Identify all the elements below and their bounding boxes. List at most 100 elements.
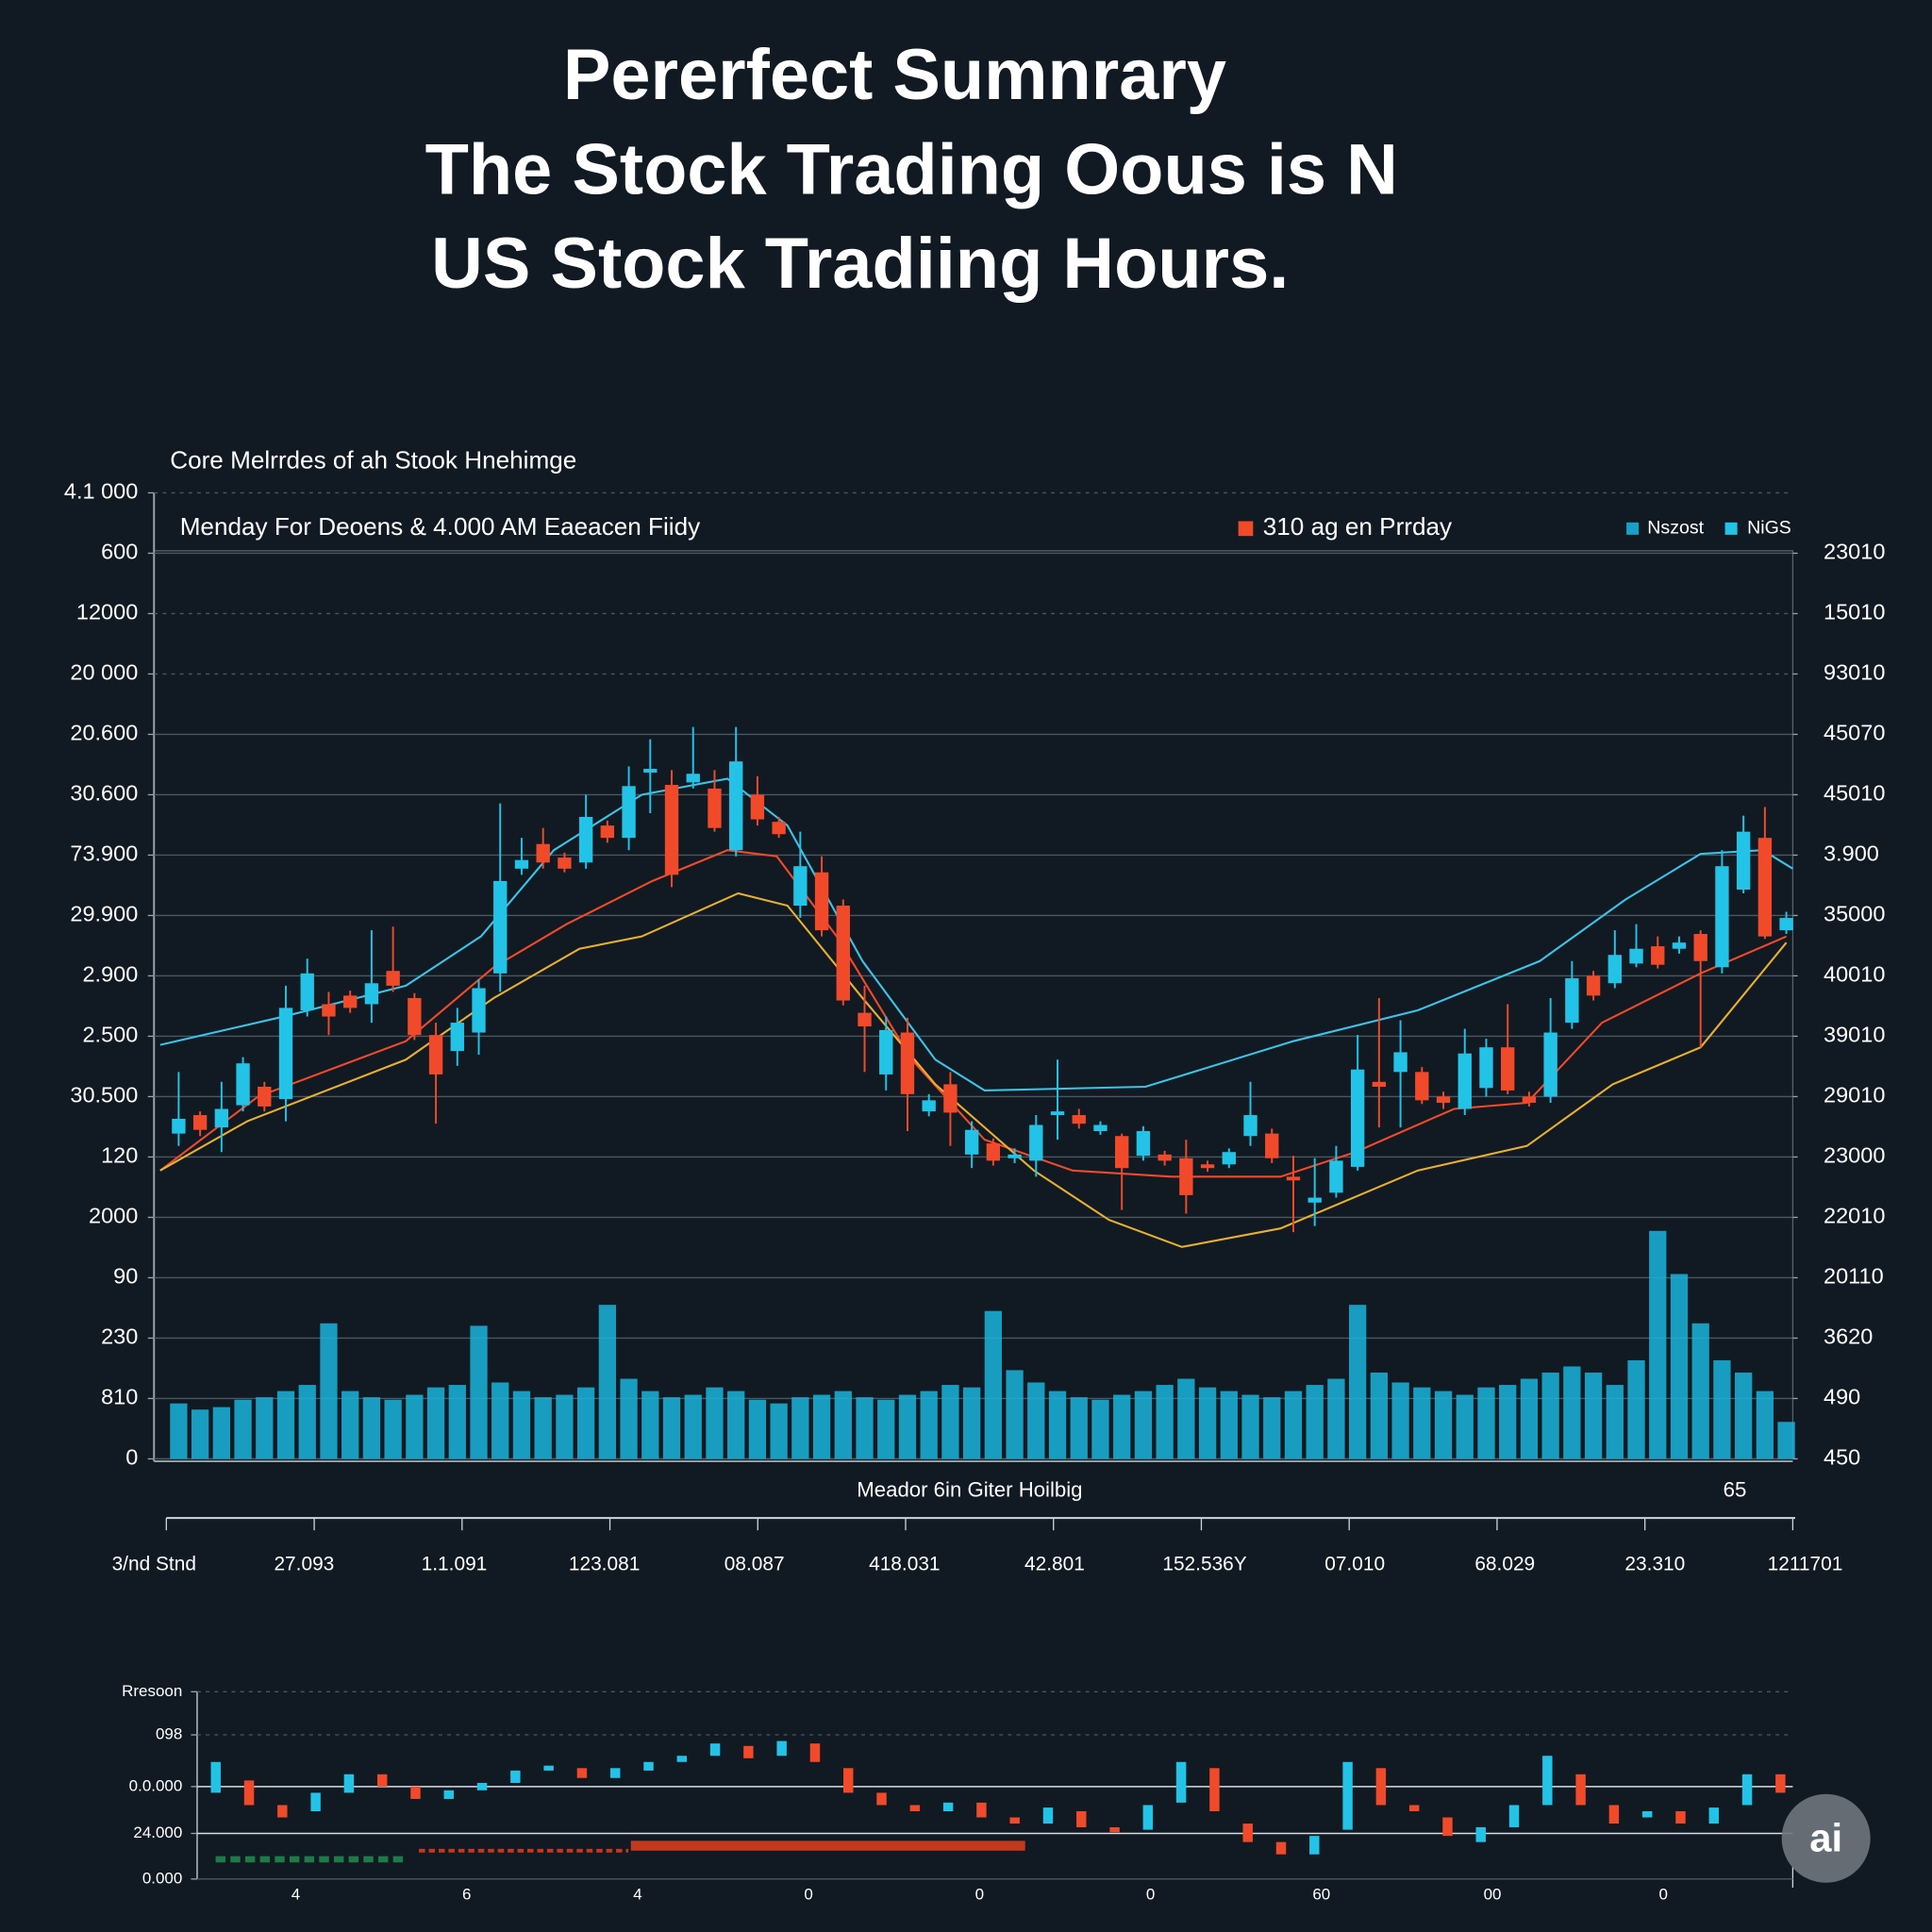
volume-bar bbox=[1713, 1359, 1731, 1459]
y-tick-label: Rresoon bbox=[122, 1682, 182, 1700]
volume-bar bbox=[320, 1323, 338, 1459]
candle-body bbox=[986, 1143, 1001, 1161]
y2-tick-label: 23000 bbox=[1824, 1143, 1885, 1168]
x-tick-label: 00 bbox=[1484, 1885, 1502, 1903]
candle-body bbox=[1309, 1836, 1320, 1855]
candle-body bbox=[964, 1129, 979, 1155]
candle-body bbox=[776, 1740, 787, 1757]
volume-bar bbox=[684, 1394, 702, 1459]
candle-body bbox=[1736, 831, 1751, 891]
volume-bar bbox=[984, 1310, 1002, 1459]
candle-body bbox=[600, 825, 615, 839]
candle-body bbox=[1708, 1807, 1719, 1824]
volume-bar bbox=[298, 1385, 316, 1459]
candle-body bbox=[922, 1100, 936, 1112]
volume-bar bbox=[920, 1391, 938, 1459]
candle-body bbox=[1209, 1768, 1220, 1811]
average-line bbox=[159, 891, 1788, 1248]
volume-bar bbox=[1306, 1385, 1324, 1459]
x-tick-label: 6 bbox=[462, 1885, 471, 1903]
y-tick-label: 0.0.000 bbox=[129, 1776, 183, 1794]
y-tick-label: 2000 bbox=[89, 1204, 138, 1228]
candle-body bbox=[172, 1118, 186, 1134]
candle-body bbox=[676, 1756, 688, 1762]
x-tick-label: 0 bbox=[1146, 1885, 1155, 1903]
candle-body bbox=[909, 1805, 921, 1811]
volume-bar bbox=[598, 1305, 616, 1459]
candle-body bbox=[1479, 1047, 1493, 1089]
y-tick-label: 30.500 bbox=[70, 1083, 138, 1108]
candle-body bbox=[1029, 1124, 1043, 1161]
candle-body bbox=[1775, 1774, 1786, 1793]
volume-bar bbox=[1348, 1305, 1367, 1459]
candle-body bbox=[364, 983, 379, 1005]
volume-bar bbox=[1456, 1394, 1474, 1459]
candle-body bbox=[1200, 1164, 1215, 1169]
candle-body bbox=[664, 785, 679, 875]
candle-body bbox=[686, 774, 700, 783]
candle-body bbox=[1109, 1826, 1120, 1833]
candle-body bbox=[1158, 1154, 1172, 1161]
volume-bar bbox=[1027, 1382, 1045, 1459]
volume-bar bbox=[1584, 1373, 1603, 1459]
y2-tick-label: 3.900 bbox=[1824, 841, 1879, 866]
candle-body bbox=[376, 1774, 388, 1787]
legend-swatch bbox=[1238, 521, 1254, 537]
candle-body bbox=[576, 1768, 588, 1778]
candle-body bbox=[192, 1115, 208, 1130]
x-tick-label: 0 bbox=[1659, 1885, 1668, 1903]
ai-badge bbox=[1781, 1793, 1871, 1883]
x-tick-label: 0 bbox=[804, 1885, 812, 1903]
x-tick-label: 4 bbox=[633, 1885, 641, 1903]
volume-bar bbox=[1113, 1394, 1131, 1459]
y-tick-label: 120 bbox=[101, 1143, 138, 1168]
candle-body bbox=[310, 1792, 321, 1811]
volume-bar bbox=[662, 1397, 681, 1459]
y-tick-label: 20.600 bbox=[70, 721, 138, 745]
y-tick-label: 0.000 bbox=[142, 1869, 182, 1887]
volume-bar bbox=[426, 1387, 445, 1459]
volume-bar bbox=[1070, 1397, 1088, 1459]
x-tick-label: 60 bbox=[1312, 1885, 1330, 1903]
volume-bar bbox=[1241, 1394, 1259, 1459]
candle-body bbox=[858, 1012, 872, 1026]
volume-bar bbox=[512, 1391, 531, 1459]
x-axis-label: Meador 6in Giter Hoilbig bbox=[857, 1477, 1082, 1501]
volume-bar bbox=[1477, 1387, 1495, 1459]
candle-body bbox=[1715, 866, 1729, 968]
candle-body bbox=[1629, 948, 1643, 964]
candle-body bbox=[277, 1805, 288, 1818]
volume-bar bbox=[1220, 1391, 1238, 1459]
y-tick-label: 4.1 000 bbox=[64, 479, 138, 504]
y2-tick-label: 3620 bbox=[1824, 1324, 1873, 1349]
candle-body bbox=[214, 1108, 229, 1128]
candle-body bbox=[1501, 1047, 1515, 1091]
y2-tick-label: 45010 bbox=[1824, 781, 1885, 806]
candle-body bbox=[493, 880, 508, 974]
candle-body bbox=[809, 1743, 821, 1762]
candle-body bbox=[408, 997, 422, 1036]
volume-bar bbox=[770, 1403, 788, 1459]
candle-body bbox=[1115, 1136, 1129, 1169]
volume-bar bbox=[1284, 1391, 1303, 1459]
volume-bar bbox=[341, 1391, 359, 1459]
volume-bar bbox=[1134, 1391, 1153, 1459]
volume-bar bbox=[941, 1385, 959, 1459]
y2-tick-label: 45070 bbox=[1824, 721, 1885, 745]
candle-body bbox=[1093, 1124, 1108, 1132]
volume-bar bbox=[1263, 1397, 1281, 1459]
candle-body bbox=[836, 906, 850, 1001]
candle-body bbox=[793, 866, 808, 906]
candle-body bbox=[472, 988, 486, 1033]
volume-bar bbox=[470, 1325, 488, 1459]
candle-body bbox=[743, 1745, 754, 1758]
candle-body bbox=[843, 1768, 854, 1793]
volume-bar bbox=[234, 1399, 252, 1459]
time-label: 152.536Y bbox=[1162, 1553, 1246, 1574]
average-line bbox=[159, 777, 1793, 1091]
candle-body bbox=[1307, 1197, 1322, 1203]
volume-bar bbox=[1048, 1391, 1067, 1459]
candle-body bbox=[1408, 1805, 1420, 1811]
candle-body bbox=[428, 1035, 443, 1074]
